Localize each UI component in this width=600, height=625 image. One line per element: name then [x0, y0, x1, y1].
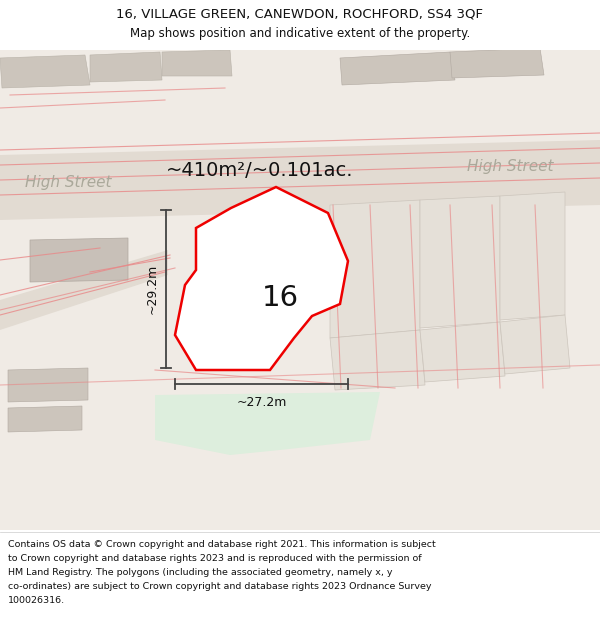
Text: 16, VILLAGE GREEN, CANEWDON, ROCHFORD, SS4 3QF: 16, VILLAGE GREEN, CANEWDON, ROCHFORD, S… [116, 8, 484, 21]
Polygon shape [0, 140, 600, 220]
Polygon shape [330, 330, 425, 390]
Polygon shape [8, 368, 88, 402]
Polygon shape [420, 196, 500, 328]
Polygon shape [0, 55, 90, 88]
Text: 16: 16 [262, 284, 299, 312]
Text: High Street: High Street [25, 176, 111, 191]
Text: Contains OS data © Crown copyright and database right 2021. This information is : Contains OS data © Crown copyright and d… [8, 540, 436, 549]
Polygon shape [340, 52, 455, 85]
Text: HM Land Registry. The polygons (including the associated geometry, namely x, y: HM Land Registry. The polygons (includin… [8, 568, 392, 577]
Polygon shape [30, 238, 128, 282]
Polygon shape [450, 48, 544, 78]
Polygon shape [155, 392, 380, 455]
Polygon shape [175, 187, 348, 370]
Polygon shape [330, 200, 420, 338]
Text: ~29.2m: ~29.2m [146, 264, 158, 314]
Text: 100026316.: 100026316. [8, 596, 65, 605]
Polygon shape [500, 192, 565, 320]
Polygon shape [8, 406, 82, 432]
Polygon shape [162, 50, 232, 76]
Text: High Street: High Street [467, 159, 553, 174]
Text: ~410m²/~0.101ac.: ~410m²/~0.101ac. [166, 161, 354, 179]
Polygon shape [500, 315, 570, 374]
Text: to Crown copyright and database rights 2023 and is reproduced with the permissio: to Crown copyright and database rights 2… [8, 554, 422, 563]
Text: co-ordinates) are subject to Crown copyright and database rights 2023 Ordnance S: co-ordinates) are subject to Crown copyr… [8, 582, 431, 591]
Polygon shape [420, 322, 505, 382]
Polygon shape [0, 250, 168, 330]
Polygon shape [90, 52, 162, 82]
Text: Map shows position and indicative extent of the property.: Map shows position and indicative extent… [130, 26, 470, 39]
Text: ~27.2m: ~27.2m [236, 396, 287, 409]
